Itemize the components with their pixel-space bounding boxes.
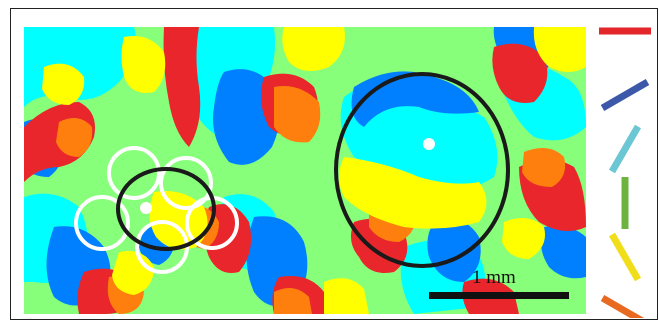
map-patch-yellow [339,157,487,229]
small-population-ellipse [116,167,216,251]
orientation-legend [599,27,651,318]
orientation-legend-bar-150deg [600,294,645,318]
scale-bar [429,292,569,299]
map-patch-orange [274,288,312,314]
orientation-legend-bar-30deg [600,78,650,112]
orientation-legend-bar-60deg [608,124,642,174]
map-patch-yellow [42,63,85,105]
map-patch-yellow [282,27,345,71]
map-patch-orange [56,118,93,157]
large-population-ellipse [334,72,510,268]
figure-frame [10,8,658,320]
map-patch-orange [274,86,321,143]
orientation-map [24,27,586,314]
small-population-center-dot [140,202,152,214]
map-patch-yellow [324,278,369,314]
map-patch-blue [427,219,481,282]
orientation-legend-bar-120deg [608,232,642,282]
map-patch-yellow [121,36,166,93]
small-rf-circle [74,195,130,251]
map-patch-orange [522,148,566,187]
small-rf-circle [159,156,213,210]
map-patch-blue [540,225,586,279]
large-population-center-dot [423,138,435,150]
map-patch-red [163,27,201,147]
map-patch-red [492,43,548,103]
scale-bar-label: 1 mm [472,267,516,288]
map-patch-yellow [533,27,586,72]
small-rf-circle [107,146,161,200]
map-patch-yellow [502,218,545,259]
